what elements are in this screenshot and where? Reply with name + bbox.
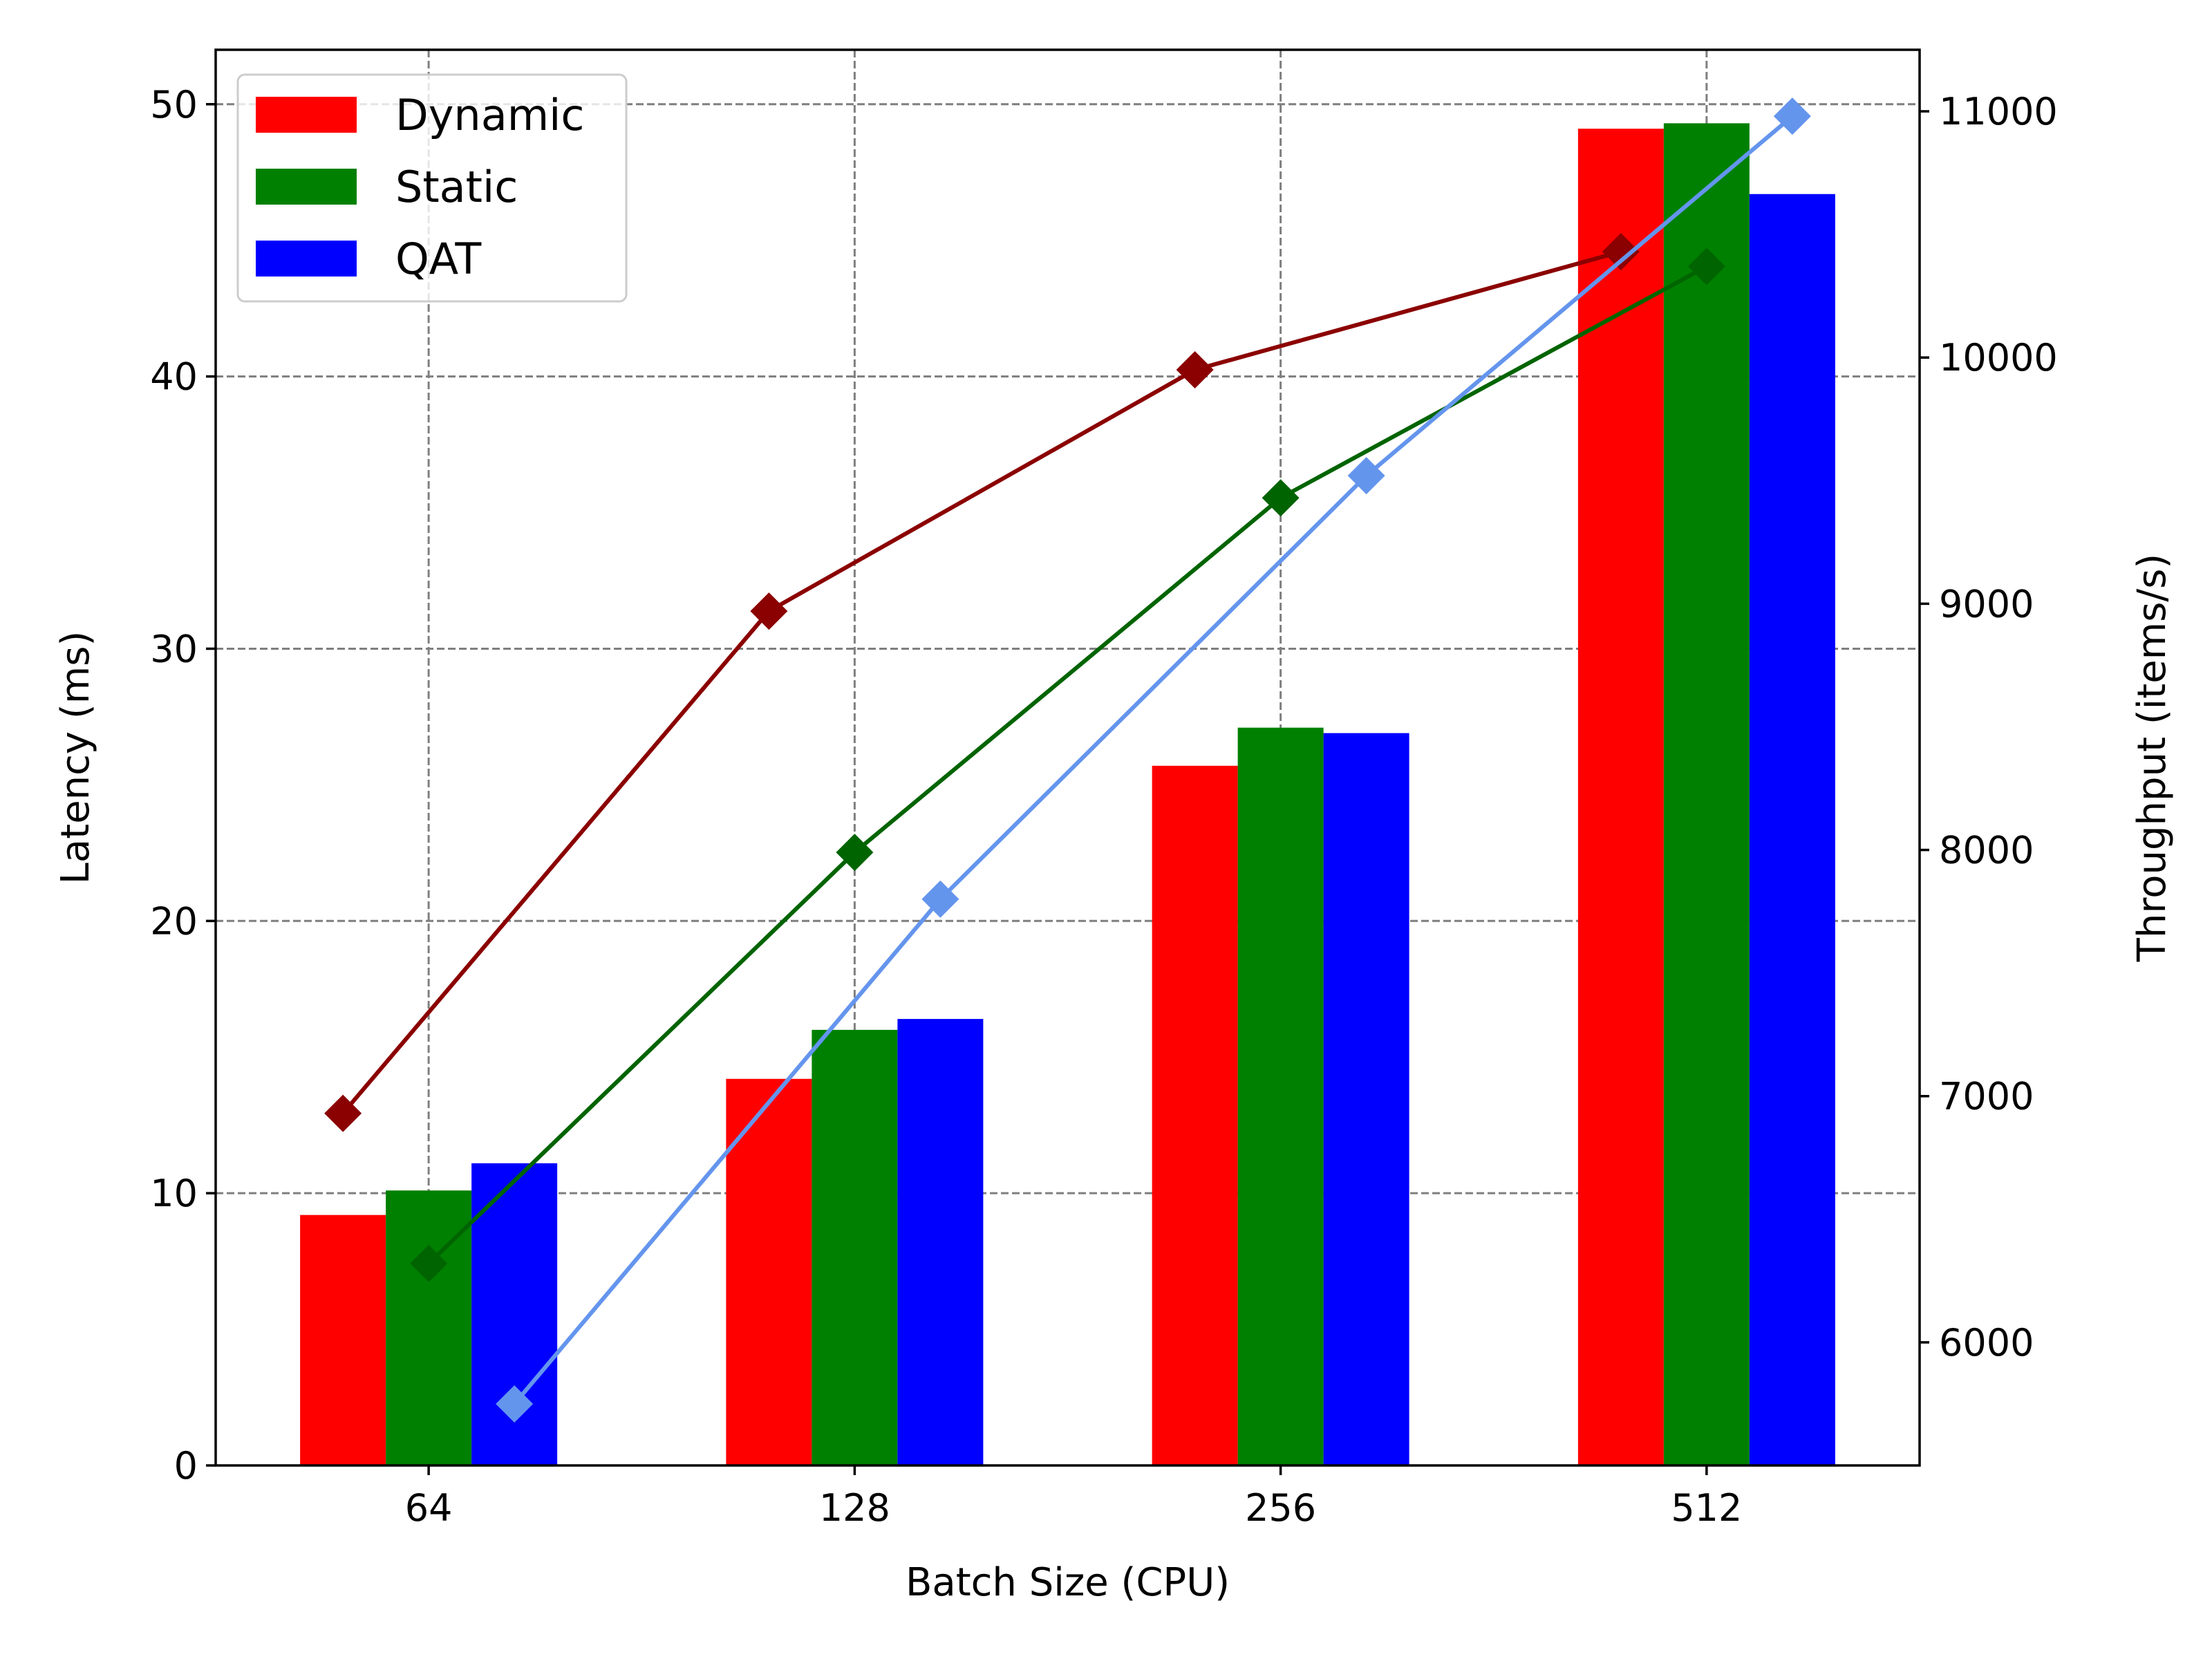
- bar-dynamic: [300, 1215, 386, 1465]
- x-tick-label: 64: [405, 1486, 453, 1530]
- y-tick-label: 10: [150, 1172, 198, 1215]
- axes: 0 10 20 30 40 50 6000 7000 8000 9000 10000 11000 64 1…: [150, 48, 2058, 1530]
- y2-tick-label: 7000: [1939, 1075, 2034, 1118]
- y-axis-title: Latency (ms): [53, 631, 98, 885]
- throughput-point: [750, 592, 788, 630]
- y2-tick-label: 11000: [1939, 90, 2058, 133]
- throughput-point: [1773, 97, 1811, 135]
- legend-swatch: [256, 169, 357, 205]
- legend-label: Dynamic: [395, 90, 584, 140]
- throughput-point: [836, 834, 874, 872]
- throughput-point: [410, 1244, 448, 1282]
- y-tick-label: 30: [150, 627, 198, 671]
- bar-static: [1663, 123, 1750, 1465]
- legend-label: Static: [395, 162, 518, 212]
- throughput-line: [427, 264, 1708, 1266]
- y2-axis-title: Throughput (items/s): [2130, 554, 2175, 963]
- bar-qat: [897, 1019, 984, 1465]
- legend-label: QAT: [395, 234, 482, 284]
- x-tick-label: 512: [1671, 1486, 1742, 1530]
- throughput-point: [324, 1094, 362, 1132]
- bar-dynamic: [726, 1078, 812, 1465]
- legend: Dynamic Static QAT: [236, 73, 628, 303]
- throughput-point: [1687, 247, 1725, 285]
- throughput-point: [1347, 457, 1385, 495]
- throughput-point: [1176, 351, 1214, 389]
- bar-dynamic: [1577, 129, 1664, 1466]
- x-axis-title: Batch Size (CPU): [906, 1560, 1230, 1605]
- y-tick-label: 50: [150, 83, 198, 126]
- legend-swatch: [256, 97, 357, 133]
- y2-tick-label: 10000: [1939, 336, 2058, 379]
- y-tick-label: 40: [150, 355, 198, 399]
- bar-qat: [1323, 733, 1409, 1465]
- throughput-lines: [324, 97, 1811, 1423]
- bar-dynamic: [1152, 765, 1238, 1465]
- y-tick-label: 0: [174, 1444, 198, 1488]
- bar-static: [1237, 727, 1324, 1465]
- legend-swatch: [256, 241, 357, 276]
- throughput-line: [341, 250, 1622, 1115]
- throughput-point: [1262, 479, 1300, 517]
- y2-tick-label: 8000: [1939, 829, 2034, 872]
- throughput-line: [512, 114, 1794, 1405]
- x-tick-label: 256: [1245, 1486, 1316, 1530]
- throughput-point: [496, 1385, 534, 1423]
- bar-qat: [1749, 194, 1835, 1465]
- y2-tick-label: 6000: [1939, 1321, 2034, 1365]
- throughput-point: [1602, 233, 1640, 271]
- y2-tick-label: 9000: [1939, 582, 2034, 626]
- bars: [300, 123, 1835, 1466]
- x-tick-label: 128: [819, 1486, 890, 1530]
- throughput-point: [921, 880, 959, 918]
- bar-static: [812, 1029, 898, 1465]
- y-tick-label: 20: [150, 899, 198, 943]
- plot-frame: [214, 48, 1921, 1467]
